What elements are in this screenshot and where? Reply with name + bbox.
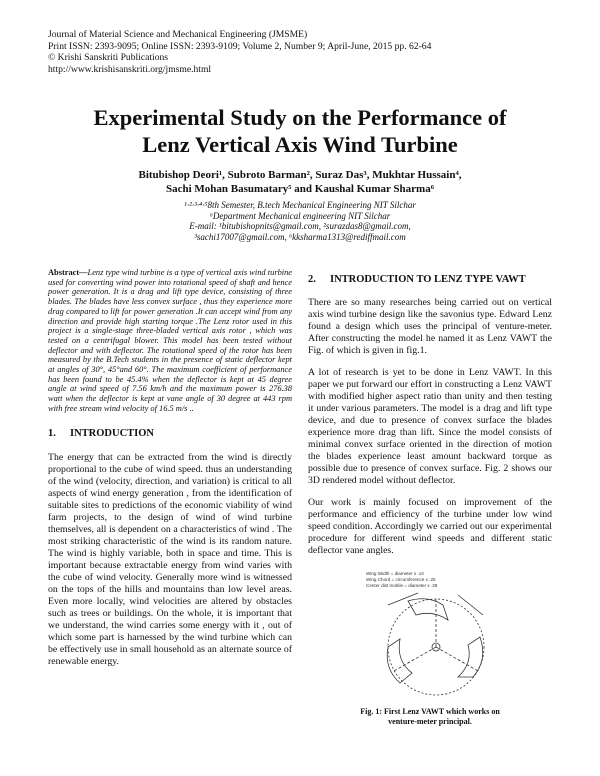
author-line: Sachi Mohan Basumatary⁵ and Kaushal Kuma…	[166, 183, 434, 195]
left-column: Abstract—Lenz type wind turbine is a typ…	[48, 268, 292, 668]
publisher: © Krishi Sanskriti Publications	[48, 52, 169, 63]
section-number: 2.	[308, 274, 316, 285]
section-title: INTRODUCTION TO LENZ TYPE VAWT	[330, 274, 526, 285]
affiliation-line: ⁶Department Mechanical engineering NIT S…	[209, 210, 391, 221]
title-line: Experimental Study on the Performance of	[93, 105, 507, 130]
abstract-text: Lenz type wind turbine is a type of vert…	[48, 268, 292, 413]
section-heading: 1. INTRODUCTION	[48, 428, 292, 439]
issn: Print ISSN: 2393-9095; Online ISSN: 2393…	[48, 40, 432, 52]
title-line: Lenz Vertical Axis Wind Turbine	[142, 132, 458, 157]
section-heading: 2. INTRODUCTION TO LENZ TYPE VAWT	[308, 274, 552, 285]
figure-label: Center dist mobile = diameter x .28	[366, 583, 438, 588]
turbine-sketch	[386, 592, 485, 696]
section-number: 1.	[48, 427, 56, 439]
figure-label: Wing Width = diameter x .14	[366, 571, 424, 576]
figure: Wing Width = diameter x .14 Wing Chord =…	[366, 571, 485, 696]
affiliation-line: ³sachi17007@gmail.com, ⁶kksharma1313@red…	[194, 231, 406, 242]
title: Experimental Study on the Performance of…	[0, 104, 600, 158]
abstract-label: Abstract—	[48, 268, 88, 277]
author-line: Bitubishop Deori¹, Subroto Barman², Sura…	[138, 169, 462, 181]
section-title: INTRODUCTION	[70, 427, 155, 439]
affiliation-line: ¹·²·³·⁴·⁵8th Semester, B.tech Mechanical…	[184, 200, 416, 210]
figure-label: Wing Chord = circumference x .25	[366, 577, 436, 582]
journal-info: Journal of Material Science and Mechanic…	[48, 29, 431, 75]
authors: Bitubishop Deori¹, Subroto Barman², Sura…	[0, 168, 600, 196]
journal: Journal of Material Science and Mechanic…	[48, 29, 308, 40]
affiliations: ¹·²·³·⁴·⁵8th Semester, B.tech Mechanical…	[0, 200, 600, 242]
url: http://www.krishisanskriti.org/jmsme.htm…	[48, 63, 212, 75]
right-column: 2. INTRODUCTION TO LENZ TYPE VAWT There a…	[308, 274, 552, 727]
figure-caption: Fig. 1: First Lenz VAWT which works on v…	[360, 707, 500, 726]
paragraph: A lot of research is yet to be done in L…	[308, 367, 552, 486]
paragraph: The energy that can be extracted from th…	[48, 451, 292, 667]
paragraph: There are so many researches being carri…	[308, 297, 552, 356]
paragraph: Our work is mainly focused on improvemen…	[308, 497, 552, 556]
affiliation-line: E-mail: ¹bitubishopnits@gmail.com, ²sura…	[189, 221, 411, 231]
abstract: Abstract—Lenz type wind turbine is a typ…	[48, 268, 292, 414]
